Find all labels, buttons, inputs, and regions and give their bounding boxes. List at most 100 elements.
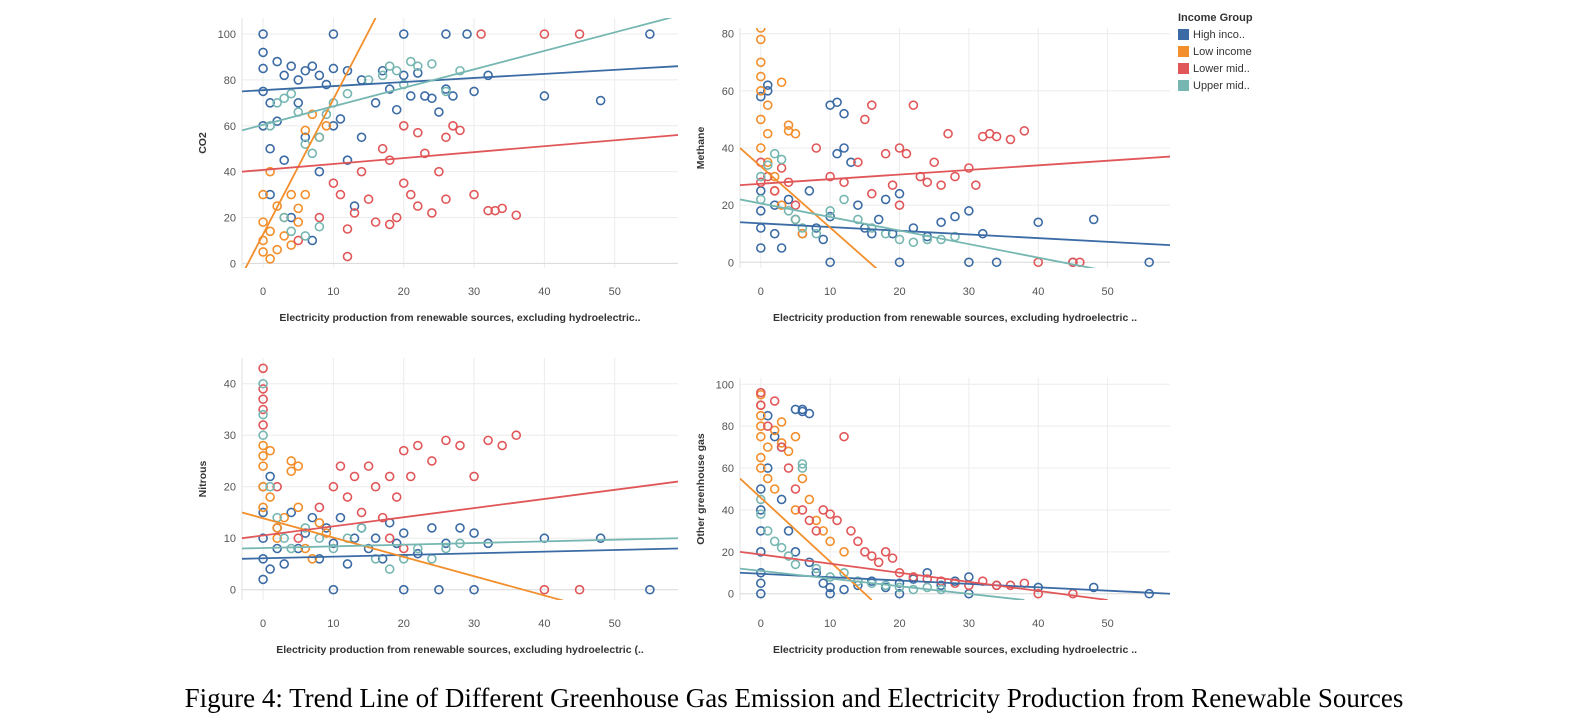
data-point <box>434 584 444 595</box>
data-point <box>776 542 787 553</box>
trend-line <box>242 134 678 173</box>
data-point <box>797 228 808 239</box>
y-tick-label: 0 <box>230 258 236 270</box>
y-tick-label: 80 <box>722 29 734 41</box>
data-point <box>258 86 268 97</box>
data-point <box>756 526 766 536</box>
data-point <box>783 463 794 473</box>
data-point <box>335 114 346 124</box>
x-tick-label: 50 <box>1101 286 1113 298</box>
data-point <box>804 515 815 526</box>
x-tick-label: 10 <box>824 618 836 630</box>
data-point <box>328 584 339 595</box>
data-point <box>307 61 318 71</box>
data-point <box>1088 582 1099 593</box>
data-point <box>887 180 898 190</box>
legend-item-upper-middle[interactable]: Upper mid.. <box>1178 77 1253 94</box>
x-tick-label: 0 <box>260 618 266 630</box>
data-point <box>307 235 318 246</box>
trend-line <box>242 511 565 600</box>
data-point <box>370 481 381 492</box>
data-point <box>384 61 395 71</box>
data-point <box>922 177 933 188</box>
data-point <box>825 509 835 519</box>
data-point <box>811 143 822 153</box>
data-point <box>790 128 801 139</box>
data-point <box>314 502 325 513</box>
data-point <box>314 212 325 223</box>
data-point <box>349 533 360 544</box>
x-tick-label: 40 <box>538 618 550 630</box>
data-point <box>769 431 780 442</box>
data-point <box>762 473 773 484</box>
data-point <box>321 109 332 120</box>
data-point <box>811 223 822 233</box>
data-point <box>804 408 815 419</box>
x-tick-label: 30 <box>963 286 975 298</box>
data-point <box>328 543 339 554</box>
data-point <box>756 452 766 463</box>
data-point <box>391 104 402 115</box>
data-point <box>762 128 773 139</box>
data-point <box>384 533 395 544</box>
data-point <box>356 507 367 518</box>
data-point <box>286 543 297 554</box>
data-point <box>349 208 360 218</box>
data-point <box>328 120 339 131</box>
data-point <box>356 132 367 143</box>
data-point <box>476 29 486 39</box>
data-point <box>866 188 877 199</box>
data-point <box>922 582 933 593</box>
data-point <box>832 515 842 526</box>
data-point <box>825 588 835 599</box>
legend-label: Low income <box>1193 45 1252 58</box>
data-point <box>756 143 766 153</box>
data-point <box>853 536 863 547</box>
data-point <box>272 481 282 492</box>
data-point <box>427 523 437 533</box>
legend-item-low-income[interactable]: Low income <box>1178 43 1253 60</box>
data-point <box>811 515 822 526</box>
data-point <box>574 29 585 39</box>
data-point <box>427 93 437 104</box>
data-point <box>356 523 367 533</box>
data-point <box>441 194 451 204</box>
data-point <box>483 435 493 446</box>
x-axis-label: Electricity production from renewable so… <box>773 312 1137 324</box>
y-tick-label: 40 <box>224 379 236 391</box>
data-point <box>818 505 829 515</box>
data-point <box>286 212 297 223</box>
points-layer <box>740 387 1170 600</box>
data-point <box>469 584 479 595</box>
data-point <box>342 88 353 99</box>
data-point <box>405 91 416 101</box>
data-point <box>448 120 458 131</box>
data-point <box>756 431 766 442</box>
y-tick-label: 80 <box>722 421 734 433</box>
legend-item-high-income[interactable]: High inco.. <box>1178 26 1253 43</box>
data-point <box>391 492 402 502</box>
data-point <box>258 394 268 404</box>
data-point <box>328 178 339 188</box>
scatter-panel-1: 0 10 20 30 40 50 0 20 40 60 80 100 Electricity produ… <box>197 18 678 324</box>
data-point <box>293 235 304 246</box>
legend-item-lower-middle[interactable]: Lower mid.. <box>1178 60 1253 77</box>
data-point <box>300 189 311 200</box>
data-point <box>825 582 835 593</box>
data-point <box>839 177 849 188</box>
data-point <box>441 543 451 554</box>
data-point <box>873 557 884 568</box>
data-point <box>762 157 773 168</box>
data-point <box>1019 126 1030 136</box>
data-point <box>314 554 325 564</box>
data-point <box>328 63 339 74</box>
data-point <box>769 396 780 406</box>
data-point <box>762 160 773 170</box>
data-point <box>811 228 822 239</box>
data-point <box>279 155 289 166</box>
data-point <box>797 223 808 233</box>
data-point <box>756 578 766 589</box>
data-point <box>307 512 318 523</box>
data-point <box>756 86 766 96</box>
data-point <box>846 157 856 168</box>
